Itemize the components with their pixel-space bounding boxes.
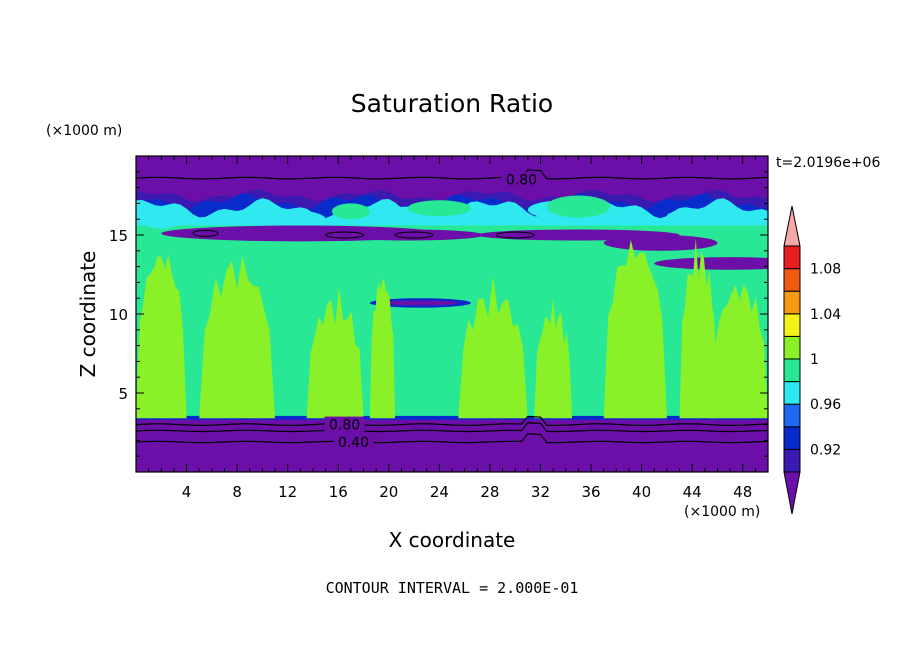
- convective-column: [534, 297, 573, 419]
- colorbar-swatch: [783, 335, 801, 360]
- colorbar-swatch: [783, 403, 801, 428]
- convective-column: [711, 284, 768, 419]
- colorbar-min-arrow: [783, 471, 801, 515]
- x-tick-label: 16: [329, 483, 348, 501]
- contour-label-bg: [501, 171, 542, 187]
- contour-label: 0.80: [329, 418, 360, 434]
- contour-040-lower: [136, 433, 768, 444]
- colorbar-swatch: [783, 426, 801, 450]
- contour-lines: [136, 169, 768, 444]
- contour-label: 0.40: [338, 435, 369, 451]
- time-label: t=2.0196e+06: [776, 155, 880, 171]
- convective-column: [199, 255, 275, 419]
- chart-title: Saturation Ratio: [351, 89, 553, 118]
- green-patch: [331, 203, 370, 220]
- colorbar-label: 0.96: [810, 397, 841, 413]
- y-unit-label: (×1000 m): [46, 123, 122, 139]
- convective-column: [458, 275, 528, 419]
- lower-purple-layer: [136, 419, 768, 472]
- cyan-patch: [249, 209, 326, 229]
- saturation-field: [136, 156, 768, 472]
- contour-label-bg: [333, 433, 374, 449]
- x-tick-label: 44: [683, 483, 702, 501]
- purple-streak: [382, 300, 459, 306]
- band-lower-edge: [136, 415, 768, 420]
- contour-labels: 0.800.800.40: [324, 171, 542, 451]
- x-tick-label: 40: [632, 483, 651, 501]
- contour-interval-footer: CONTOUR INTERVAL = 2.000E-01: [326, 579, 579, 597]
- colorbar-max-arrow: [783, 205, 801, 247]
- convective-column: [306, 286, 364, 419]
- green-patch: [546, 195, 611, 218]
- contour-label-bg: [324, 416, 365, 432]
- colorbar-swatch: [783, 381, 801, 405]
- colorbar-swatch: [783, 358, 801, 383]
- x-tick-label: 4: [182, 483, 192, 501]
- x-tick-label: 32: [531, 483, 550, 501]
- x-tick-label: 28: [480, 483, 499, 501]
- colorbar-swatch: [783, 313, 801, 337]
- x-tick-label: 24: [430, 483, 449, 501]
- contour-closed: [495, 231, 535, 239]
- y-axis-title: Z coordinate: [76, 251, 100, 378]
- purple-streak: [654, 257, 768, 270]
- x-tick-label: 8: [232, 483, 242, 501]
- y-tick-label: 5: [118, 385, 128, 403]
- colorbar-label: 1.08: [810, 262, 841, 278]
- cyan-patch: [666, 209, 718, 223]
- green-patch: [407, 200, 471, 217]
- convective-column: [369, 279, 396, 419]
- purple-streak: [331, 229, 484, 241]
- contour-label: 0.80: [506, 173, 537, 189]
- contour-060-lower: [136, 422, 768, 433]
- contour-closed: [394, 231, 434, 239]
- x-tick-label: 36: [581, 483, 600, 501]
- colorbar-label: 1: [810, 352, 819, 368]
- convective-column: [136, 254, 187, 419]
- colorbar-swatch: [783, 290, 801, 315]
- x-tick-label: 48: [733, 483, 752, 501]
- colorbar-swatch: [783, 448, 801, 473]
- purple-streak: [603, 235, 718, 251]
- convective-column: [603, 239, 667, 419]
- y-tick-label: 10: [109, 306, 128, 324]
- colorbar-swatch: [783, 245, 801, 270]
- contour-closed: [192, 229, 219, 237]
- cyan-patch: [142, 212, 181, 229]
- convective-column: [679, 238, 718, 419]
- colorbar: 0.92 0.96 1 1.04 1.08: [783, 205, 841, 515]
- colorbar-label: 0.92: [810, 442, 841, 458]
- x-tick-label: 20: [379, 483, 398, 501]
- colorbar-label: 1.04: [810, 307, 841, 323]
- contour-080-upper: [136, 169, 768, 180]
- x-tick-label: 12: [278, 483, 297, 501]
- colorbar-swatch: [783, 268, 801, 292]
- contour-closed: [325, 231, 365, 239]
- x-axis-title: X coordinate: [389, 528, 516, 552]
- x-unit-label: (×1000 m): [684, 504, 760, 520]
- y-tick-label: 15: [109, 227, 128, 245]
- contour-080-lower: [136, 415, 768, 427]
